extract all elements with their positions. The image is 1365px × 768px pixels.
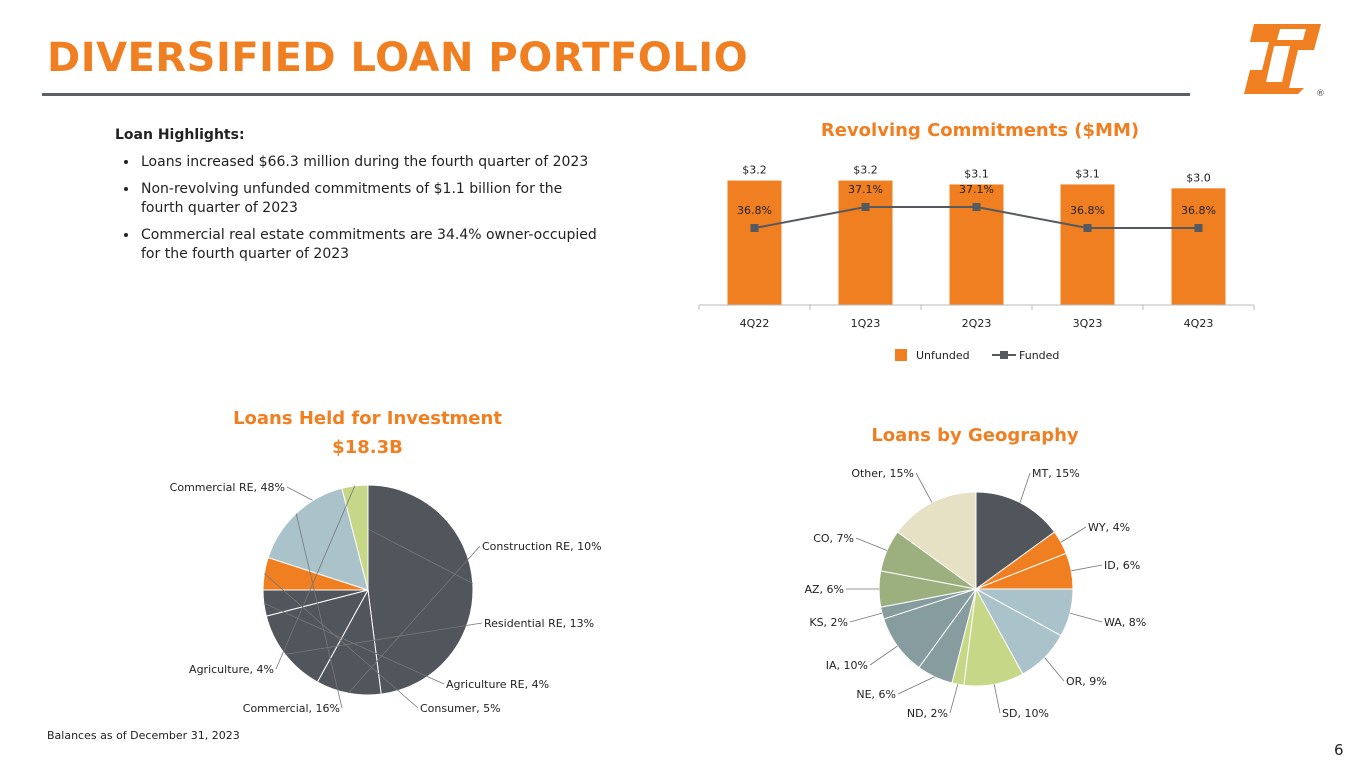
- leader-line: [849, 612, 883, 623]
- funded-value-label: 37.1%: [848, 183, 883, 196]
- revolving-chart-title: Revolving Commitments ($MM): [820, 120, 1140, 141]
- highlight-item: Loans increased $66.3 million during the…: [139, 153, 605, 172]
- pie-slice: [341, 484, 369, 591]
- x-tick-label: 1Q23: [851, 317, 881, 330]
- slice-label: Commercial RE, 48%: [170, 481, 285, 494]
- slice-label: WY, 4%: [1088, 521, 1130, 534]
- bar-value-label: $3.2: [742, 164, 767, 177]
- pie-slice: [367, 484, 474, 695]
- lhfi-chart-title: Loans Held for Investment: [233, 408, 502, 429]
- loan-highlights: Loan Highlights: Loans increased $66.3 m…: [115, 126, 605, 272]
- unfunded-bar: [1171, 188, 1226, 305]
- slice-label: ID, 6%: [1104, 559, 1140, 572]
- leader-line: [1071, 564, 1103, 572]
- bar-value-label: $3.2: [853, 164, 878, 177]
- funded-value-label: 37.1%: [959, 183, 994, 196]
- funded-value-label: 36.8%: [1181, 204, 1216, 217]
- x-tick-label: 4Q22: [740, 317, 770, 330]
- leader-line: [993, 684, 1001, 714]
- title-divider: [42, 93, 1190, 96]
- slice-label: WA, 8%: [1104, 616, 1146, 629]
- slice-label: Residential RE, 13%: [484, 617, 594, 630]
- x-tick-label: 2Q23: [962, 317, 992, 330]
- slice-label: KS, 2%: [809, 616, 848, 629]
- legend-funded-label: Funded: [1019, 349, 1059, 362]
- slice-label: MT, 15%: [1032, 467, 1080, 480]
- unfunded-bar: [727, 180, 782, 305]
- legend-funded-marker: [1000, 351, 1008, 359]
- slice-label: Consumer, 5%: [420, 702, 501, 715]
- leader-line: [263, 602, 445, 685]
- highlights-list: Loans increased $66.3 million during the…: [115, 153, 605, 264]
- leader-line: [855, 537, 888, 551]
- x-tick-label: 4Q23: [1184, 317, 1214, 330]
- slice-label: OR, 9%: [1066, 675, 1107, 688]
- leader-line: [284, 622, 483, 655]
- slice-label: Agriculture, 4%: [189, 663, 274, 676]
- unfunded-bar: [949, 184, 1004, 305]
- highlights-heading: Loan Highlights:: [115, 127, 245, 143]
- leader-line: [264, 573, 419, 709]
- leader-line: [949, 684, 959, 714]
- loans-by-geography-pie-chart: MT, 15% WY, 4% ID, 6% WA, 8% OR, 9% SD, 10% ND…: [804, 467, 1146, 720]
- funded-marker: [1194, 224, 1203, 232]
- page-number: 6: [1334, 741, 1344, 759]
- leader-line: [1060, 526, 1087, 543]
- legend-unfunded-label: Unfunded: [916, 349, 970, 362]
- geography-chart-title: Loans by Geography: [871, 425, 1079, 446]
- highlight-item: Commercial real estate commitments are 3…: [139, 226, 605, 264]
- slice-label: Commercial, 16%: [243, 702, 340, 715]
- page-title: DIVERSIFIED LOAN PORTFOLIO: [47, 35, 749, 81]
- slice-label: ND, 2%: [907, 707, 948, 720]
- leader-line: [348, 545, 481, 694]
- funded-marker: [1083, 224, 1092, 232]
- funded-marker: [972, 203, 981, 211]
- footnote: Balances as of December 31, 2023: [47, 729, 240, 742]
- slice-label: Construction RE, 10%: [482, 540, 602, 553]
- company-logo: ®: [1240, 24, 1326, 100]
- registered-mark: ®: [1316, 89, 1325, 99]
- revolving-commitments-chart: $3.2 4Q22 $3.2 1Q23 $3.1 2Q23 $3.1 3Q23 $3.0 4Q23…: [698, 164, 1255, 362]
- funded-value-label: 36.8%: [737, 204, 772, 217]
- leader-line: [295, 513, 343, 709]
- leader-line: [1069, 612, 1103, 623]
- leader-line: [869, 645, 898, 666]
- x-tick-label: 3Q23: [1073, 317, 1103, 330]
- unfunded-bar: [838, 180, 893, 305]
- slice-label: CO, 7%: [813, 532, 854, 545]
- funded-value-label: 36.8%: [1070, 204, 1105, 217]
- leader-line: [897, 676, 935, 695]
- leader-line: [1019, 472, 1031, 503]
- lhfi-total: $18.3B: [332, 437, 403, 458]
- leader-line: [1044, 657, 1065, 682]
- leader-line: [275, 485, 356, 670]
- bar-value-label: $3.1: [964, 167, 989, 180]
- legend-unfunded-swatch: [895, 349, 907, 361]
- loans-held-pie-chart: Commercial RE, 48% Construction RE, 10% Re…: [170, 481, 602, 715]
- bar-value-label: $3.1: [1075, 167, 1100, 180]
- slice-label: SD, 10%: [1002, 707, 1049, 720]
- funded-marker: [750, 224, 759, 232]
- funded-marker: [861, 203, 870, 211]
- slice-label: Agriculture RE, 4%: [446, 678, 549, 691]
- leader-line: [915, 472, 933, 503]
- first-interstate-logo-icon: [1244, 24, 1321, 94]
- slice-label: IA, 10%: [826, 659, 868, 672]
- slice-label: AZ, 6%: [804, 583, 844, 596]
- highlight-item: Non-revolving unfunded commitments of $1…: [139, 180, 605, 218]
- unfunded-bar: [1060, 184, 1115, 305]
- slice-label: Other, 15%: [851, 467, 914, 480]
- bar-value-label: $3.0: [1186, 171, 1211, 184]
- slice-label: NE, 6%: [856, 688, 896, 701]
